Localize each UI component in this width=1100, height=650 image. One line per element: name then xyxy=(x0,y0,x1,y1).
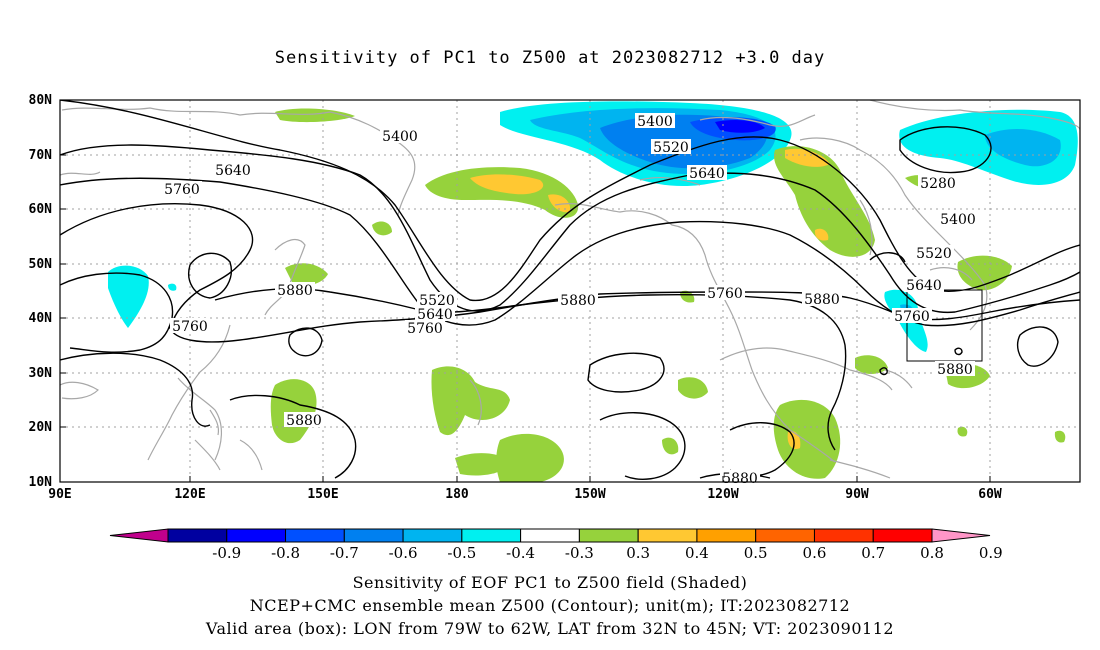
contour-label: 5760 xyxy=(164,182,200,198)
colorbar-cell xyxy=(755,528,815,543)
contour-label: 5640 xyxy=(689,166,725,182)
lon-label-150w: 150W xyxy=(574,487,605,502)
lon-label-120e: 120E xyxy=(174,487,205,502)
contour-label: 5880 xyxy=(286,413,322,429)
contour-label-bg xyxy=(558,292,598,307)
lat-label-10n: 10N xyxy=(29,475,53,490)
contour-label-bg xyxy=(651,139,691,154)
colorbar-right-arrow xyxy=(931,528,991,543)
colorbar-tick-label: 0.5 xyxy=(744,544,768,562)
contour-label-bg xyxy=(162,181,202,196)
contour-label-bg xyxy=(904,277,944,292)
colorbar-cell xyxy=(578,528,639,543)
contour-label: 5400 xyxy=(940,212,976,228)
contour-label-bg xyxy=(275,282,315,297)
contour-label-bg xyxy=(284,412,324,427)
contour-label: 5640 xyxy=(906,278,942,294)
lat-label-50n: 50N xyxy=(29,257,53,272)
colorbar-tick-label: -0.4 xyxy=(506,544,535,562)
contour-label-bg xyxy=(687,165,727,180)
colorbar-tick-label: 0.9 xyxy=(979,544,1003,562)
lon-label-120w: 120W xyxy=(707,487,738,502)
colorbar-tick-label: 0.3 xyxy=(626,544,650,562)
contour-label: 5760 xyxy=(894,309,930,325)
contour-label: 5640 xyxy=(417,307,453,323)
colorbar-tick-label: 0.6 xyxy=(803,544,827,562)
colorbar-tick-label: -0.8 xyxy=(271,544,300,562)
contour-label-bg xyxy=(918,175,958,190)
contour-label-bg xyxy=(635,113,675,128)
caption-shading: Sensitivity of EOF PC1 to Z500 field (Sh… xyxy=(352,573,748,592)
lon-label-60w: 60W xyxy=(978,487,1002,502)
map-title: Sensitivity of PC1 to Z500 at 2023082712… xyxy=(274,48,826,68)
colorbar: -0.9 -0.8 -0.7 -0.6 -0.5 -0.4 -0.3 0.3 0.4 0.5 0.6… xyxy=(109,528,1003,562)
contour-label: 5280 xyxy=(920,176,956,192)
colorbar-left-arrow xyxy=(109,528,169,543)
contour-label-bg xyxy=(417,292,457,307)
colorbar-cell xyxy=(402,528,463,543)
colorbar-cell xyxy=(461,528,522,543)
contour-label-bg xyxy=(892,308,932,323)
colorbar-tick-label: -0.6 xyxy=(389,544,418,562)
colorbar-tick-label: 0.7 xyxy=(861,544,885,562)
caption-contours: NCEP+CMC ensemble mean Z500 (Contour); u… xyxy=(249,596,851,615)
contour-label: 5400 xyxy=(382,129,418,145)
contour-label: 5880 xyxy=(560,293,596,309)
contour-label-bg xyxy=(705,285,745,300)
lat-label-20n: 20N xyxy=(29,420,53,435)
lon-label-150e: 150E xyxy=(307,487,338,502)
lon-label-90w: 90W xyxy=(845,487,869,502)
contour-label: 5760 xyxy=(707,286,743,302)
contour-label-bg xyxy=(213,162,253,177)
lon-label-180: 180 xyxy=(445,487,469,502)
contour-label-bg xyxy=(935,361,975,376)
contour-label-bg xyxy=(720,470,760,485)
colorbar-tick-label: -0.5 xyxy=(447,544,476,562)
contour-label-bg xyxy=(914,245,954,260)
contour-label: 5760 xyxy=(172,319,208,335)
positive-sensitivity-shading xyxy=(270,108,1066,482)
contour-label: 5880 xyxy=(937,362,973,378)
caption-valid-area: Valid area (box): LON from 79W to 62W, L… xyxy=(205,619,895,638)
colorbar-tick-label: 0.8 xyxy=(920,544,944,562)
contour-label: 5520 xyxy=(419,293,455,309)
contour-label-bg xyxy=(380,128,420,143)
lon-label-90e: 90E xyxy=(48,487,71,502)
colorbar-cell xyxy=(226,528,287,543)
contour-label-bg xyxy=(405,320,445,335)
contour-label: 5880 xyxy=(722,471,758,487)
colorbar-cell xyxy=(167,528,228,543)
colorbar-cell xyxy=(637,528,698,543)
colorbar-cell xyxy=(813,528,874,543)
lat-label-30n: 30N xyxy=(29,366,53,381)
colorbar-cell xyxy=(872,528,933,543)
contour-label: 5400 xyxy=(637,114,673,130)
contour-label: 5880 xyxy=(277,283,313,299)
contour-label: 5520 xyxy=(916,246,952,262)
lat-label-70n: 70N xyxy=(29,148,53,163)
contour-label-bg xyxy=(415,306,455,321)
colorbar-cell xyxy=(285,528,345,543)
contour-label-bg xyxy=(170,318,210,333)
colorbar-cell xyxy=(696,528,757,543)
graticule xyxy=(60,100,1080,482)
contour-label-bg xyxy=(938,211,978,226)
lat-label-80n: 80N xyxy=(29,93,53,108)
colorbar-cell xyxy=(343,528,404,543)
contour-label-bg xyxy=(802,291,842,306)
contour-label: 5520 xyxy=(653,140,689,156)
colorbar-tick-label: -0.7 xyxy=(330,544,359,562)
colorbar-tick-label: -0.3 xyxy=(565,544,594,562)
contour-label: 5880 xyxy=(804,292,840,308)
contour-label: 5640 xyxy=(215,163,251,179)
lat-label-60n: 60N xyxy=(29,202,53,217)
map-frame xyxy=(59,99,1081,483)
lat-label-40n: 40N xyxy=(29,311,53,326)
colorbar-tick-label: 0.4 xyxy=(685,544,709,562)
contour-label: 5760 xyxy=(407,321,443,337)
colorbar-tick-label: -0.9 xyxy=(212,544,241,562)
colorbar-cell xyxy=(520,528,580,543)
contour-labels: 5400540055205640564057605760588055205640… xyxy=(162,113,978,487)
